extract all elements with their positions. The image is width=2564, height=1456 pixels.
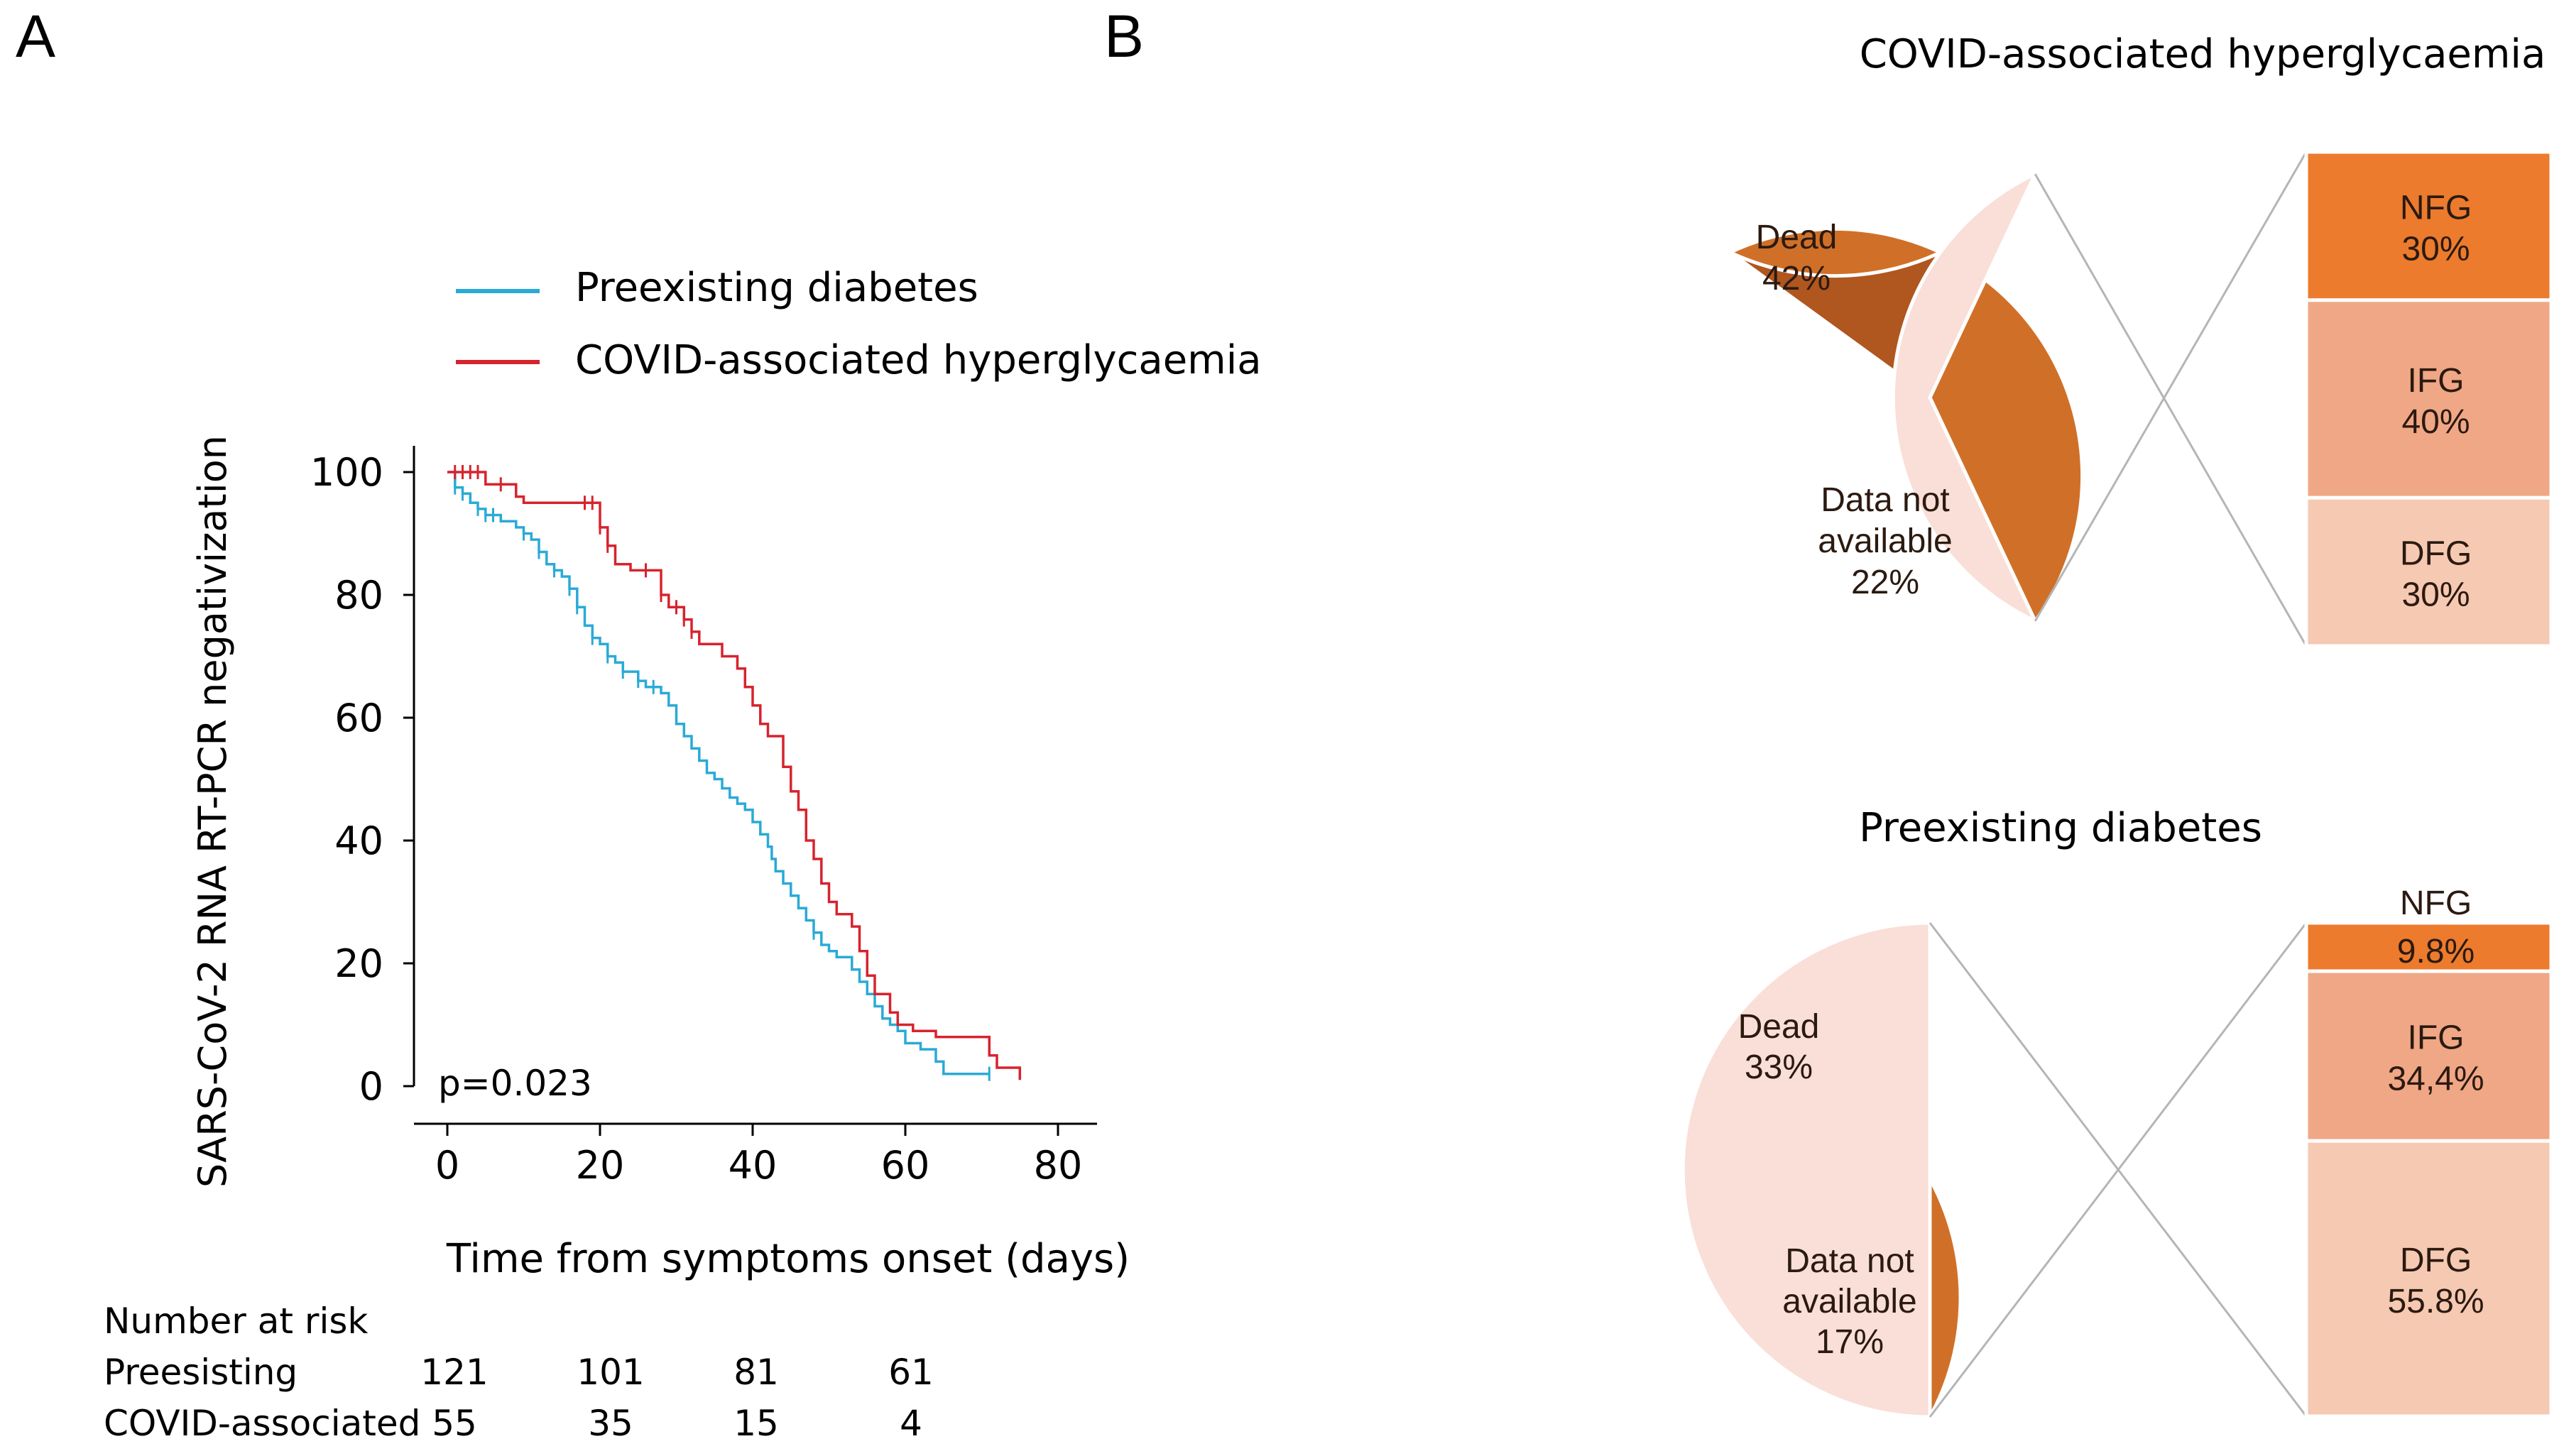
bar-segment-value: 30%: [2401, 576, 2470, 614]
pie-title-preexisting: Preexisting diabetes: [1859, 805, 2262, 851]
x-tick-label: 60: [881, 1143, 930, 1188]
x-tick-label: 0: [435, 1143, 459, 1188]
bar-segment-label: NFG: [2400, 189, 2472, 226]
bar-segment-ifg: [2304, 298, 2553, 500]
bar-segment-ifg: [2304, 969, 2553, 1143]
risk-value: 15: [733, 1403, 779, 1444]
y-tick-label: 80: [334, 573, 383, 618]
panel-label-a: A: [16, 3, 55, 70]
bar-segment-label: NFG: [2400, 885, 2472, 922]
bar-segment-value: 9.8%: [2397, 933, 2475, 970]
risk-value: 35: [588, 1403, 633, 1444]
x-tick-label: 80: [1034, 1143, 1083, 1188]
risk-table-title: Number at risk: [104, 1301, 368, 1342]
legend-label-preexisting: Preexisting diabetes: [575, 265, 978, 311]
bar-segment-label: DFG: [2400, 535, 2472, 573]
risk-value: 121: [420, 1352, 488, 1393]
y-tick-label: 40: [334, 819, 383, 863]
pie-slice-label: Data not: [1821, 481, 1949, 519]
pie-slice-label: available: [1818, 522, 1952, 560]
km-x-axis-label: Time from symptoms onset (days): [446, 1236, 1130, 1282]
pie-title-covid: COVID-associated hyperglycaemia: [1860, 31, 2546, 77]
connector-line-top: [2034, 151, 2308, 622]
legend-label-covid: COVID-associated hyperglycaemia: [575, 337, 1262, 383]
km-series: [447, 465, 1022, 1081]
connector-line-bottom: [2034, 173, 2308, 647]
pie-slice-label: Data not: [1785, 1242, 1914, 1280]
bar-segment-value: 40%: [2401, 403, 2470, 441]
risk-value: 61: [888, 1352, 934, 1393]
pie-slice-alive: [1681, 921, 1932, 1419]
x-tick-label: 40: [729, 1143, 778, 1188]
bar-segment-value: 55.8%: [2387, 1283, 2484, 1320]
bar-segment-dfg: [2304, 1139, 2553, 1418]
pie-slice-label: Dead: [1756, 219, 1838, 256]
km-p-value: p=0.023: [438, 1063, 592, 1104]
bar-segment-label: IFG: [2408, 1019, 2465, 1057]
pie-slice-dead: [1726, 226, 2085, 625]
bar-segment-nfg: [2304, 921, 2553, 973]
bar-segment-label: DFG: [2400, 1242, 2472, 1279]
connector-line-bottom: [1929, 922, 2308, 1417]
risk-value: 55: [432, 1403, 477, 1444]
km-y-axis-label: SARS-CoV-2 RNA RT-PCR negativization: [190, 435, 235, 1188]
km-chart: Preexisting diabetes COVID-associated hy…: [104, 265, 1262, 1444]
bar-segment-value: 30%: [2401, 230, 2470, 268]
y-tick-label: 20: [334, 941, 383, 986]
km-line-covid: [447, 471, 1022, 1080]
y-tick-label: 60: [334, 696, 383, 740]
risk-row-label-preexisting: Preesisting: [104, 1352, 298, 1393]
bar-segment-dfg: [2304, 496, 2553, 648]
risk-row-label-covid: COVID-associated: [104, 1403, 420, 1444]
pie-slice-label: Dead: [1738, 1008, 1820, 1046]
risk-value: 4: [900, 1403, 922, 1444]
pie-slice-label: 33%: [1745, 1049, 1813, 1086]
km-ticks: 100 80 60 40 20 0 0 20 40 60 80: [310, 450, 1082, 1188]
risk-value: 81: [733, 1352, 779, 1393]
risk-value: 101: [577, 1352, 644, 1393]
pie-slice-label: 42%: [1762, 260, 1831, 297]
km-line-preexisting: [447, 471, 990, 1075]
x-tick-label: 20: [576, 1143, 625, 1188]
risk-values: 121 101 81 61 55 35 15 4: [420, 1352, 934, 1444]
y-tick-label: 100: [310, 450, 383, 495]
panel-label-b: B: [1104, 3, 1144, 70]
pie-slice-label: available: [1782, 1283, 1916, 1320]
y-tick-label: 0: [359, 1064, 383, 1109]
pie-slice-label: 17%: [1816, 1323, 1884, 1361]
pie-slice-label: 22%: [1851, 564, 1919, 601]
bar-segment-label: IFG: [2408, 362, 2465, 400]
bar-segment-nfg: [2304, 150, 2553, 302]
pie-slice-alive: [1891, 170, 2039, 625]
bar-segment-value: 34,4%: [2387, 1061, 2484, 1098]
